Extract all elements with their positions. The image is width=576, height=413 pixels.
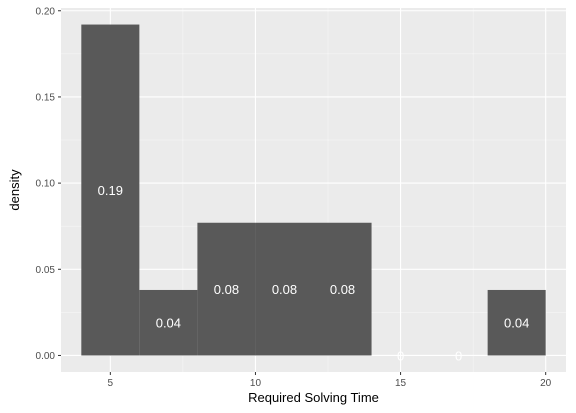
histogram-bar: [255, 222, 314, 356]
bar-labels-group: 0.19 0.04 0.08 0.08 0.08 0 0 0.04: [98, 183, 530, 363]
y-tick-label: 0.00: [36, 351, 56, 362]
y-tick-label: 0.05: [36, 265, 56, 276]
x-axis: 5 10 15 20: [108, 372, 552, 389]
y-tick-label: 0.10: [36, 179, 56, 190]
y-axis-title: density: [7, 169, 22, 211]
bar-value-label: 0.04: [504, 316, 529, 331]
histogram-bar: [139, 289, 198, 356]
x-tick-label: 15: [395, 378, 407, 389]
bar-value-label: 0.08: [272, 282, 297, 297]
y-tick-label: 0.15: [36, 92, 56, 103]
y-axis: 0.00 0.05 0.10 0.15 0.20: [36, 6, 61, 362]
x-tick-label: 5: [108, 378, 114, 389]
x-tick-label: 10: [250, 378, 262, 389]
bar-value-label: 0: [455, 348, 462, 363]
histogram-bar: [313, 222, 372, 356]
bar-value-label: 0.08: [214, 282, 239, 297]
bars-group: [81, 24, 546, 356]
bar-value-label: 0.19: [98, 183, 123, 198]
y-tick-label: 0.20: [36, 6, 56, 17]
histogram-bar: [487, 289, 546, 356]
histogram-bar: [197, 222, 256, 356]
bar-value-label: 0.08: [330, 282, 355, 297]
x-axis-title: Required Solving Time: [248, 390, 379, 405]
bar-value-label: 0.04: [156, 316, 181, 331]
x-tick-label: 20: [540, 378, 552, 389]
bar-value-label: 0: [397, 348, 404, 363]
histogram-bar: [81, 24, 140, 356]
